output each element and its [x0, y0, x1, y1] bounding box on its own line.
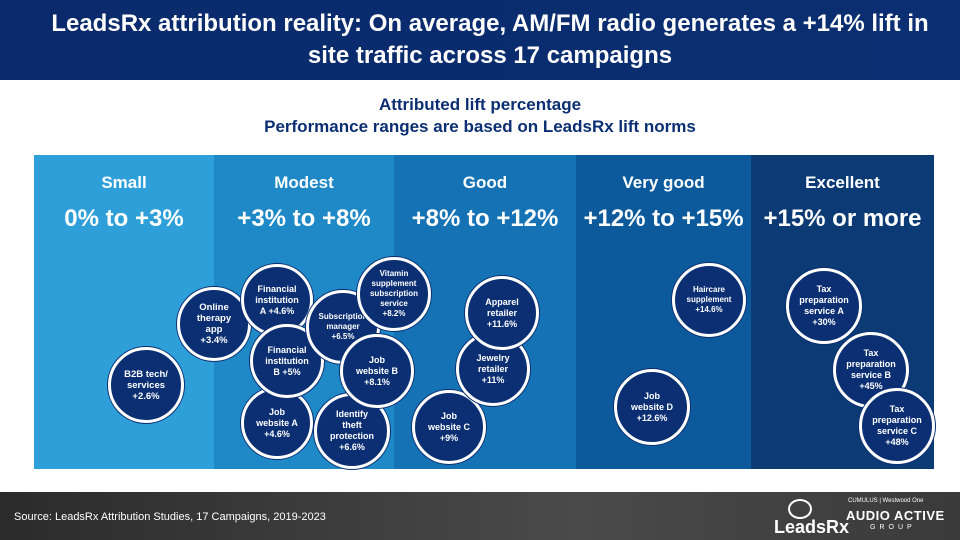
campaign-bubble-tax-preparation-a: Tax preparation service A +30%: [786, 268, 862, 344]
chart-subtitle: Attributed lift percentage Performance r…: [0, 94, 960, 138]
campaign-bubble-online-therapy: Online therapy app +3.4%: [177, 287, 251, 361]
band-name: Modest: [274, 173, 334, 192]
leadsrx-wordmark: LeadsRx: [774, 517, 850, 537]
band-name: Small: [101, 173, 147, 192]
leadsrx-mark-icon: [788, 499, 812, 519]
campaign-bubble-job-website-b: Job website B +8.1%: [340, 334, 414, 408]
band-name: Good: [462, 173, 508, 192]
logo-top-line: CUMULUS | Westwood One: [848, 498, 924, 504]
band-name: Excellent: [805, 173, 880, 192]
campaign-bubble-financial-institution-b: Financial institution B +5%: [250, 324, 324, 398]
subtitle-line-1: Attributed lift percentage: [378, 95, 582, 114]
campaign-bubble-job-website-c: Job website C +9%: [412, 390, 486, 464]
band-range: +12% to +15%: [583, 205, 744, 232]
audio-active-group-logo: CUMULUS | Westwood One AUDIO ACTIVE GROU…: [846, 496, 956, 538]
subtitle-line-2: Performance ranges are based on LeadsRx …: [264, 117, 696, 136]
band-range: +8% to +12%: [411, 205, 559, 232]
campaign-bubble-financial-institution-a: Financial institution A +4.6%: [241, 264, 313, 336]
logo-sub-line: GROUP: [870, 524, 916, 531]
campaign-bubble-vitamin-supplement: Vitamin supplement subscription service …: [357, 257, 431, 331]
campaign-bubble-b2b-tech: B2B tech/ services +2.6%: [108, 347, 184, 423]
band-range: +3% to +8%: [237, 205, 371, 232]
campaign-bubble-apparel-retailer: Apparel retailer +11.6%: [465, 276, 539, 350]
band-range: 0% to +3%: [64, 205, 184, 232]
band-range: +15% or more: [763, 205, 922, 232]
logo-main-line: AUDIO ACTIVE: [846, 508, 945, 523]
page-title: LeadsRx attribution reality: On average,…: [51, 10, 929, 69]
title-banner: LeadsRx attribution reality: On average,…: [0, 0, 960, 80]
campaign-bubble-job-website-a: Job website A +4.6%: [241, 387, 313, 459]
campaign-bubble-tax-preparation-c: Tax preparation service C +48%: [859, 388, 935, 464]
campaign-bubble-job-website-d: Job website D +12.6%: [614, 369, 690, 445]
band-name: Very good: [622, 173, 705, 192]
source-note: Source: LeadsRx Attribution Studies, 17 …: [14, 511, 326, 523]
footer-bar: Source: LeadsRx Attribution Studies, 17 …: [0, 492, 960, 540]
leadsrx-logo: LeadsRx: [774, 499, 849, 537]
campaign-bubble-haircare-supplement: Haircare supplement +14.6%: [672, 263, 746, 337]
